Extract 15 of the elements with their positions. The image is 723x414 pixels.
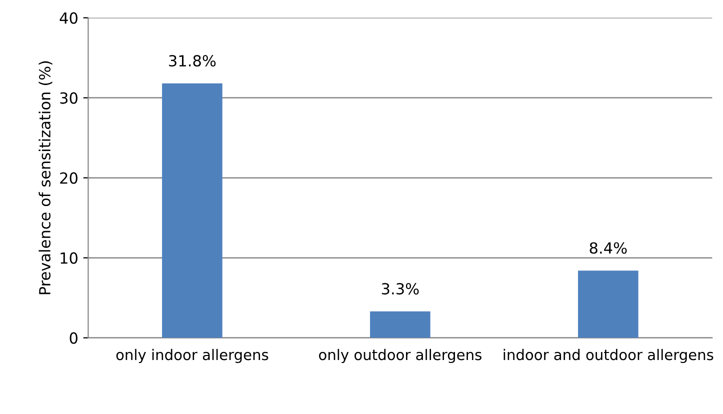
- y-tick-label: 20: [60, 172, 78, 184]
- bar: [162, 83, 222, 338]
- y-tick-label: 40: [60, 12, 78, 24]
- y-tick-label: 0: [70, 332, 78, 344]
- x-tick-label: indoor and outdoor allergens: [504, 348, 714, 364]
- bar: [370, 311, 430, 338]
- data-label: 31.8%: [169, 55, 216, 67]
- bar: [578, 270, 638, 338]
- data-label: 8.4%: [590, 242, 627, 254]
- y-tick-label: 10: [60, 252, 78, 264]
- data-label: 3.3%: [382, 283, 419, 295]
- x-tick-label: only indoor allergens: [116, 348, 268, 364]
- y-tick-label: 30: [60, 92, 78, 104]
- y-axis-title: Prevalence of sensitization (%): [38, 61, 52, 294]
- x-tick-label: only outdoor allergens: [319, 348, 482, 364]
